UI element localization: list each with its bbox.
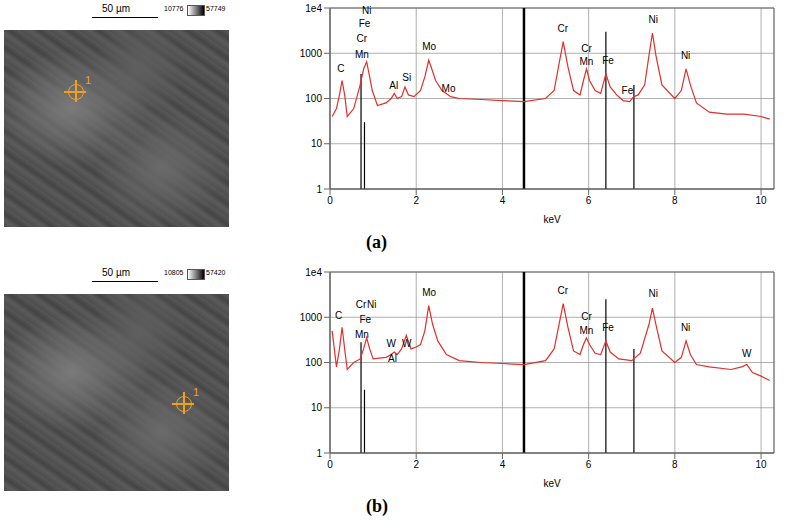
svg-text:Mo: Mo xyxy=(442,83,456,94)
html-text:57749: 57749 xyxy=(206,5,226,12)
svg-text:1000: 1000 xyxy=(300,312,323,323)
svg-text:4: 4 xyxy=(500,459,506,470)
svg-text:1: 1 xyxy=(316,448,322,459)
svg-text:1: 1 xyxy=(316,184,322,195)
svg-text:1000: 1000 xyxy=(300,48,323,59)
svg-text:Ni: Ni xyxy=(362,5,371,16)
svg-text:10: 10 xyxy=(311,402,323,413)
svg-text:Fe: Fe xyxy=(360,314,372,325)
svg-text:Cr: Cr xyxy=(581,311,592,322)
svg-text:4: 4 xyxy=(500,195,506,206)
html-text:50 µm: 50 µm xyxy=(102,3,130,14)
svg-text:10: 10 xyxy=(311,138,323,149)
svg-text:Mn: Mn xyxy=(580,56,594,67)
svg-text:100: 100 xyxy=(305,357,322,368)
svg-text:100: 100 xyxy=(305,93,322,104)
svg-text:8: 8 xyxy=(672,459,678,470)
svg-text:6: 6 xyxy=(586,459,592,470)
svg-text:W: W xyxy=(386,338,396,349)
svg-text:1e4: 1e4 xyxy=(305,3,322,14)
svg-text:Fe: Fe xyxy=(359,18,371,29)
html-text:1: 1 xyxy=(193,386,200,398)
svg-text:2: 2 xyxy=(413,459,419,470)
svg-text:0: 0 xyxy=(327,459,333,470)
svg-text:Mn: Mn xyxy=(580,325,594,336)
svg-text:Fe: Fe xyxy=(602,55,614,66)
svg-text:Ni: Ni xyxy=(367,299,376,310)
svg-text:Al: Al xyxy=(389,80,398,91)
html-text:57420: 57420 xyxy=(206,269,226,276)
svg-text:8: 8 xyxy=(672,195,678,206)
svg-text:Ni: Ni xyxy=(649,288,658,299)
svg-text:Cr: Cr xyxy=(557,285,568,296)
svg-text:Cr: Cr xyxy=(557,23,568,34)
svg-text:Cr: Cr xyxy=(357,33,368,44)
svg-text:W: W xyxy=(402,338,412,349)
svg-text:Fe: Fe xyxy=(602,322,614,333)
svg-text:Ni: Ni xyxy=(649,14,658,25)
svg-text:W: W xyxy=(742,348,752,359)
html-text:50 µm: 50 µm xyxy=(102,267,130,278)
svg-text:1e4: 1e4 xyxy=(305,267,322,278)
svg-text:keV: keV xyxy=(543,214,561,225)
svg-text:Mo: Mo xyxy=(422,41,436,52)
svg-text:0: 0 xyxy=(327,195,333,206)
html-text:(a): (a) xyxy=(366,232,387,252)
html-text:(b): (b) xyxy=(366,496,388,516)
svg-text:Si: Si xyxy=(402,72,411,83)
svg-text:6: 6 xyxy=(586,195,592,206)
svg-text:Al: Al xyxy=(388,353,397,364)
svg-text:2: 2 xyxy=(413,195,419,206)
svg-text:Mn: Mn xyxy=(355,49,369,60)
svg-text:10: 10 xyxy=(756,459,768,470)
html-text:10776: 10776 xyxy=(164,5,184,12)
svg-text:C: C xyxy=(337,63,344,74)
svg-text:Mo: Mo xyxy=(422,287,436,298)
html-text:10805: 10805 xyxy=(164,269,184,276)
html-text:1: 1 xyxy=(85,74,92,86)
svg-text:Ni: Ni xyxy=(681,50,690,61)
svg-text:Mn: Mn xyxy=(355,329,369,340)
svg-text:Ni: Ni xyxy=(681,322,690,333)
svg-text:Fe: Fe xyxy=(622,85,634,96)
svg-text:Cr: Cr xyxy=(356,299,367,310)
svg-text:C: C xyxy=(335,310,342,321)
svg-text:Cr: Cr xyxy=(581,43,592,54)
svg-text:keV: keV xyxy=(543,478,561,489)
svg-text:10: 10 xyxy=(756,195,768,206)
